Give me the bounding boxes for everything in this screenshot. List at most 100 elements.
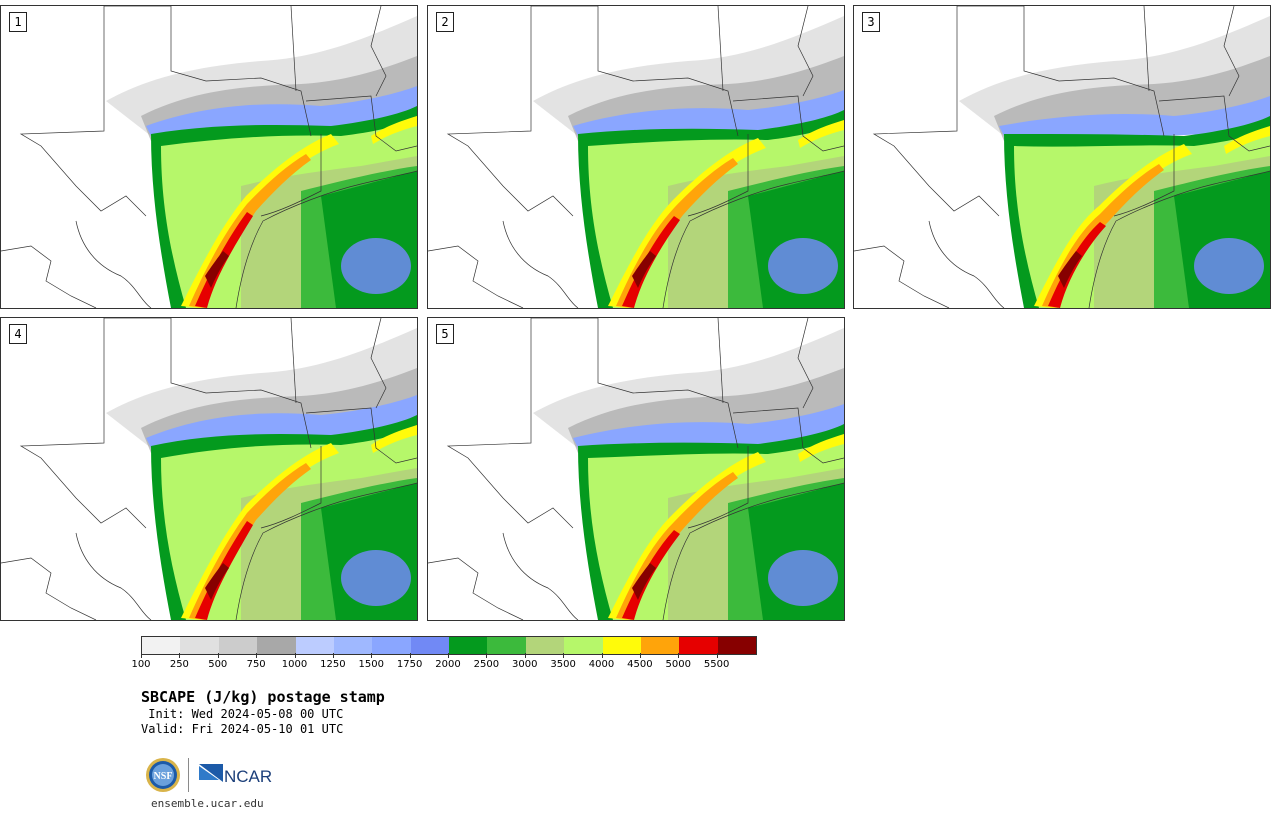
dark-red-cape-core	[1058, 251, 1082, 288]
red-cape-axis	[1048, 222, 1106, 308]
state-line	[305, 407, 417, 464]
colorbar-tick-label: 2000	[435, 659, 461, 670]
east-yellow-streak	[371, 425, 417, 453]
colorbar-swatch	[257, 637, 296, 654]
east-yellow-streak	[1224, 126, 1270, 154]
colorbar-tick-label: 1250	[320, 659, 346, 670]
louisiana-boundary	[687, 446, 749, 529]
louisiana-boundary	[260, 134, 322, 217]
state-line	[732, 407, 844, 464]
gulf-coastline	[662, 170, 844, 308]
colorbar-swatch	[295, 637, 334, 654]
colorbar-tick	[486, 653, 488, 658]
mexico-state-line	[75, 220, 152, 308]
panel-1: 1	[0, 5, 418, 309]
texas-boundary	[19, 6, 147, 217]
river-boundary	[370, 318, 387, 409]
panel-number: 1	[9, 12, 27, 32]
gulf-coastline	[235, 170, 417, 308]
colorbar-tick	[371, 653, 373, 658]
colorbar-swatch	[449, 637, 488, 654]
state-line	[290, 6, 297, 92]
colorbar-tick	[639, 653, 641, 658]
colorbar-tick-label: 1500	[358, 659, 384, 670]
sbcape-map-3	[854, 6, 1270, 308]
colorbar-tick	[217, 653, 219, 658]
ncar-logo: NCAR	[199, 764, 272, 786]
colorbar-swatch	[717, 637, 756, 654]
mexico-boundary	[428, 245, 524, 308]
mexico-state-line	[502, 532, 579, 620]
colorbar-swatch	[218, 637, 258, 654]
colorbar-tick	[294, 653, 296, 658]
panel-5: 5	[427, 317, 845, 621]
panel-number: 3	[862, 12, 880, 32]
state-boundaries	[1, 318, 417, 620]
colorbar-tick-label: 3500	[550, 659, 576, 670]
east-yellow-streak	[371, 116, 417, 144]
gulf-blue-blob	[768, 238, 838, 294]
init-time: Init: Wed 2024-05-08 00 UTC	[141, 707, 344, 721]
river-boundary	[797, 6, 814, 97]
colorbar-tick	[563, 653, 565, 658]
panel-number: 2	[436, 12, 454, 32]
oklahoma-boundary	[104, 318, 312, 449]
state-boundaries	[854, 6, 1270, 308]
mexico-state-line	[502, 220, 579, 308]
product-title: SBCAPE (J/kg) postage stamp	[141, 688, 385, 706]
louisiana-boundary	[260, 446, 322, 529]
dark-red-cape-core	[205, 251, 229, 288]
colorbar-swatch	[525, 637, 565, 654]
dark-red-cape-core	[632, 563, 656, 600]
panel-2: 2	[427, 5, 845, 309]
colorbar-tick	[716, 653, 718, 658]
colorbar-tick-label: 3000	[512, 659, 538, 670]
colorbar	[141, 636, 757, 655]
colorbar-tick	[179, 653, 181, 658]
mexico-state-line	[75, 532, 152, 620]
colorbar-swatch	[142, 637, 181, 654]
dark-red-cape-core	[205, 563, 229, 600]
river-boundary	[370, 6, 387, 97]
colorbar-tick	[332, 653, 334, 658]
colorbar-swatch	[564, 637, 603, 654]
colorbar-tick-label: 750	[246, 659, 266, 670]
mexico-boundary	[854, 245, 950, 308]
colorbar-tick-label: 5000	[665, 659, 691, 670]
colorbar-tick-label: 100	[131, 659, 151, 670]
colorbar-tick-label: 1750	[396, 659, 423, 670]
colorbar-tick-label: 5500	[703, 659, 730, 670]
state-line	[732, 95, 844, 152]
colorbar-tick	[256, 653, 258, 658]
valid-time: Valid: Fri 2024-05-10 01 UTC	[141, 722, 344, 736]
oklahoma-boundary	[531, 318, 739, 449]
nsf-logo: NSF	[146, 758, 180, 792]
panel-number: 5	[436, 324, 454, 344]
state-boundaries	[428, 318, 844, 620]
state-line	[1143, 6, 1150, 92]
panel-3: 3	[853, 5, 1271, 309]
colorbar-swatch	[372, 637, 411, 654]
state-line	[305, 95, 417, 152]
colorbar-swatch	[180, 637, 219, 654]
mexico-state-line	[928, 220, 1005, 308]
gulf-blue-blob	[1194, 238, 1264, 294]
panel-4: 4	[0, 317, 418, 621]
state-line	[290, 318, 297, 404]
gulf-coastline	[1088, 170, 1270, 308]
site-url: ensemble.ucar.edu	[151, 797, 264, 810]
oklahoma-boundary	[957, 6, 1165, 137]
panel-number: 4	[9, 324, 27, 344]
texas-boundary	[446, 6, 574, 217]
sbcape-map-1	[1, 6, 417, 308]
sbcape-map-4	[1, 318, 417, 620]
colorbar-swatch	[640, 637, 680, 654]
mexico-boundary	[428, 557, 524, 620]
louisiana-boundary	[687, 134, 749, 217]
colorbar-tick-label: 1000	[281, 659, 308, 670]
mexico-boundary	[1, 557, 97, 620]
oklahoma-boundary	[531, 6, 739, 137]
colorbar-swatch	[487, 637, 526, 654]
colorbar-tick	[141, 653, 142, 658]
oklahoma-boundary	[104, 6, 312, 137]
